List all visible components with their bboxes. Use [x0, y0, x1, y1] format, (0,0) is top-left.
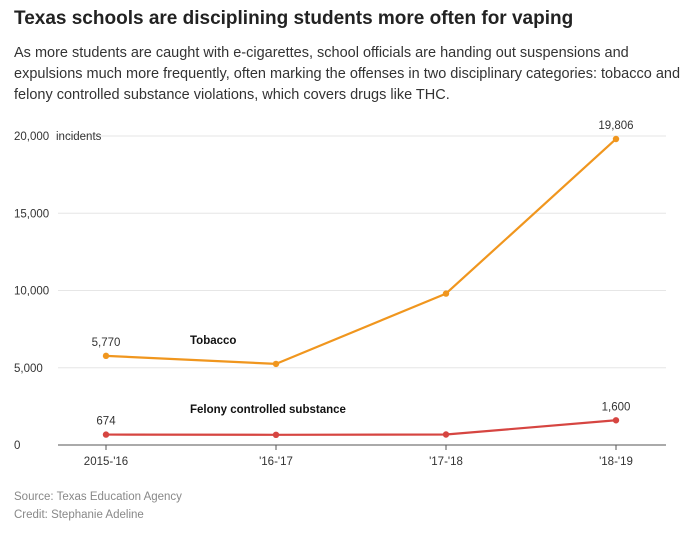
chart-title: Texas schools are disciplining students …: [14, 8, 574, 29]
tobacco-data-label: 19,806: [598, 120, 633, 132]
y-axis-unit: incidents: [56, 131, 102, 143]
credit-note: Credit: Stephanie Adeline: [14, 509, 144, 521]
tobacco-point: [102, 352, 110, 360]
x-tick-label: '16-'17: [259, 456, 293, 468]
felony-point: [272, 431, 280, 439]
x-tick-label: '17-'18: [429, 456, 463, 468]
x-tick-label: 2015-'16: [84, 456, 128, 468]
y-tick-label: 15,000: [14, 208, 49, 220]
chart-footer: Source: Texas Education Agency Credit: S…: [14, 488, 182, 524]
tobacco-series-label: Tobacco: [190, 335, 236, 347]
felony-data-label: 1,600: [602, 401, 631, 413]
tobacco-line: [105, 138, 617, 365]
tobacco-data-label: 5,770: [92, 337, 121, 349]
felony-line: [105, 419, 617, 436]
felony-data-label: 674: [96, 416, 116, 428]
x-tick-label: '18-'19: [599, 456, 633, 468]
tobacco-point: [612, 135, 620, 143]
felony-point: [102, 431, 110, 438]
tobacco-point: [272, 360, 280, 368]
y-tick-label: 5,000: [14, 363, 43, 375]
y-tick-label: 0: [14, 440, 20, 452]
y-tick-label: 10,000: [14, 286, 49, 298]
felony-series-label: Felony controlled substance: [190, 404, 346, 416]
tobacco-point: [442, 290, 450, 297]
y-tick-label: 20,000: [14, 131, 49, 143]
felony-point: [442, 431, 450, 438]
source-note: Source: Texas Education Agency: [14, 491, 182, 503]
chart-subtitle: As more students are caught with e-cigar…: [14, 45, 681, 103]
felony-point: [612, 417, 620, 424]
